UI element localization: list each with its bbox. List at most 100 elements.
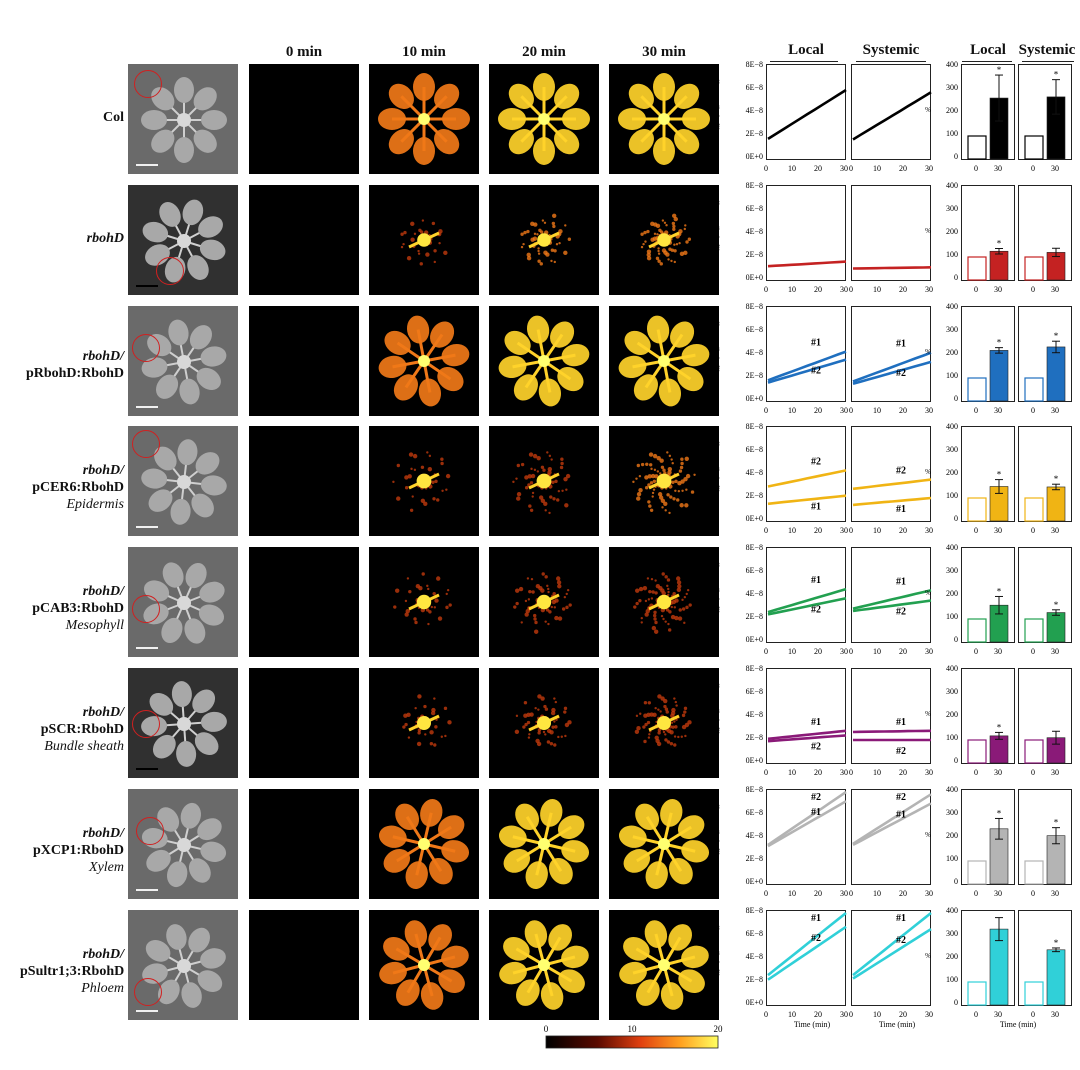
bar-y-label: % [925,831,931,839]
line-y-tick: 8E−8 [746,181,763,190]
bar-y-axis: 400 300 200 100 0% [925,60,958,161]
bar-y-tick: 100 [946,975,958,984]
bar-plot-area: * [1024,331,1066,402]
bar-y-axis: 400 300 200 100 0% [925,906,958,1007]
bar-x-tick: 30 [1051,406,1059,415]
line-x-label-systemic-wrap: Time (min) [879,1020,916,1029]
series-line [852,478,932,491]
bar-y-tick: 0 [954,394,958,403]
row-label: rbohD [20,230,124,247]
bar-plot-area: * [967,65,1009,160]
series-line [852,266,932,270]
ros-signal [618,315,710,407]
bar-y-tick: 300 [946,687,958,696]
line-x-tick: 30 [925,285,933,294]
colorbar: 0 10 20 [544,1024,723,1049]
line-plot-area: #2 #1 [852,792,932,847]
line-chart-local: #2 #1 [766,789,847,885]
line-plot-area [852,266,932,270]
significance-star: * [997,238,1002,248]
ros-image-30min [609,668,719,778]
bar-y-tick: 200 [946,589,958,598]
bar-y-tick: 100 [946,129,958,138]
line-x-tick: 30 [925,1010,933,1019]
series-label: #2 [896,935,906,946]
header-line-systemic-rule [856,61,926,62]
ros-signal [514,694,572,747]
line-y-axis: 8E−8 6E−8 4E−8 2E−8 0E+0 TRE [[p/s] / [μW/cm²… [712,181,763,282]
series-line [852,589,932,610]
bar-x-tick: 30 [994,526,1002,535]
significance-star: * [997,722,1002,732]
series-line [852,793,932,845]
ros-image-0min [249,306,359,416]
line-y-tick: 2E−8 [746,129,763,138]
rosette-drawing [141,802,227,888]
ros-signal [498,315,590,407]
bar-chart-local: * [961,306,1015,402]
series-line [767,729,847,741]
series-label: #1 [811,717,821,728]
ros-image-0min [249,64,359,174]
bar-y-tick: 400 [946,785,958,794]
ros-image-0min [249,789,359,899]
line-chart-local [766,185,847,281]
line-y-label: TRE [[p/s] / [μW/cm²]] [712,804,720,870]
bar-x-tick: 0 [974,526,978,535]
series-line [767,494,847,506]
series-line [852,599,932,613]
bar-control [967,135,987,160]
series-line [852,351,932,383]
line-y-tick: 2E−8 [746,371,763,380]
bar-y-tick: 400 [946,543,958,552]
bar-x-axis: 0 30 [974,647,1002,656]
line-y-axis: 8E−8 6E−8 4E−8 2E−8 0E+0 TRE [[p/s] / [μW/cm²… [712,543,763,644]
series-line [852,911,932,977]
ros-signal [634,694,692,747]
line-y-tick: 4E−8 [746,348,763,357]
line-x-axis: 0 10 20 30 [764,889,848,898]
line-x-tick: 10 [788,768,796,777]
ros-image-30min [609,64,719,174]
line-x-tick: 30 [840,406,848,415]
bar-x-label: Time (min) [1000,1020,1037,1029]
bar-x-tick: 30 [994,889,1002,898]
line-x-tick: 30 [925,889,933,898]
line-x-tick: 10 [873,889,881,898]
bar-y-tick: 200 [946,952,958,961]
line-y-tick: 4E−8 [746,106,763,115]
ros-signal [498,73,590,165]
bar-chart-systemic: * [1018,426,1072,522]
line-x-tick: 0 [849,526,853,535]
bar-y-tick: 0 [954,635,958,644]
bar-control [1024,618,1044,643]
line-y-label: TRE [[p/s] / [μW/cm²]] [712,79,720,145]
bar-y-tick: 400 [946,422,958,431]
line-chart-local: #1 #2 [766,547,847,643]
bar-y-tick: 100 [946,854,958,863]
bar-y-tick: 400 [946,60,958,69]
line-x-label-local-wrap: Time (min) [794,1020,831,1029]
bar-chart-local: * [961,185,1015,281]
series-line [852,360,932,386]
ros-signal [618,798,710,890]
bar-x-tick: 30 [1051,164,1059,173]
row-label: rbohD/pCER6:RbohD Epidermis [20,462,124,513]
scale-bar [136,647,158,649]
bar-chart-systemic: * [1018,306,1072,402]
line-x-tick: 30 [925,647,933,656]
bar-x-tick: 30 [1051,285,1059,294]
bar-control [967,739,987,764]
ros-image-30min [609,426,719,536]
genotype-label: rbohD/ [82,947,124,962]
bar-x-tick: 30 [994,1010,1002,1019]
series-label: #1 [811,575,821,586]
local-leaf-circle [132,710,160,738]
construct-label: pSCR:RbohD [40,722,124,737]
line-y-tick: 8E−8 [746,422,763,431]
bar-chart-local: * [961,789,1015,885]
line-y-tick: 6E−8 [746,83,763,92]
ros-image-20min [489,910,599,1020]
series-label: #2 [811,456,821,467]
